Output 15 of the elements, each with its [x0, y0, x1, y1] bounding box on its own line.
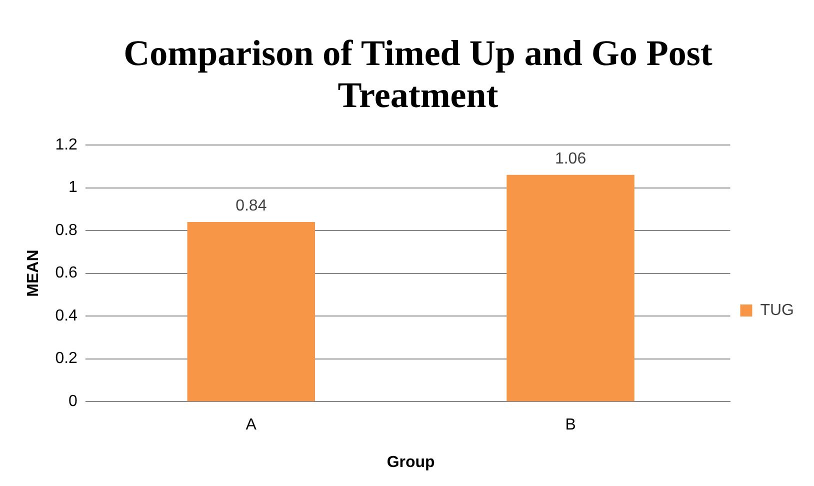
y-tick-label: 0.6: [55, 264, 78, 282]
y-tick-label: 0.8: [55, 222, 78, 239]
x-tick-label: B: [565, 416, 576, 434]
x-tick-label: A: [246, 416, 257, 434]
legend-label: TUG: [760, 302, 794, 319]
x-axis-title: Group: [386, 454, 436, 471]
y-tick-label: 0.2: [55, 350, 78, 368]
y-axis-title: MEAN: [25, 250, 42, 297]
data-label: 1.06: [554, 150, 586, 168]
y-tick-label: 0.4: [55, 307, 78, 324]
y-tick-label: 0: [68, 393, 78, 410]
data-label: 0.84: [236, 197, 267, 214]
y-tick-label: 1: [68, 179, 78, 196]
chart-title: Comparison of Timed Up and Go Post Treatment: [122, 32, 714, 116]
y-tick-label: 1.2: [55, 136, 78, 154]
